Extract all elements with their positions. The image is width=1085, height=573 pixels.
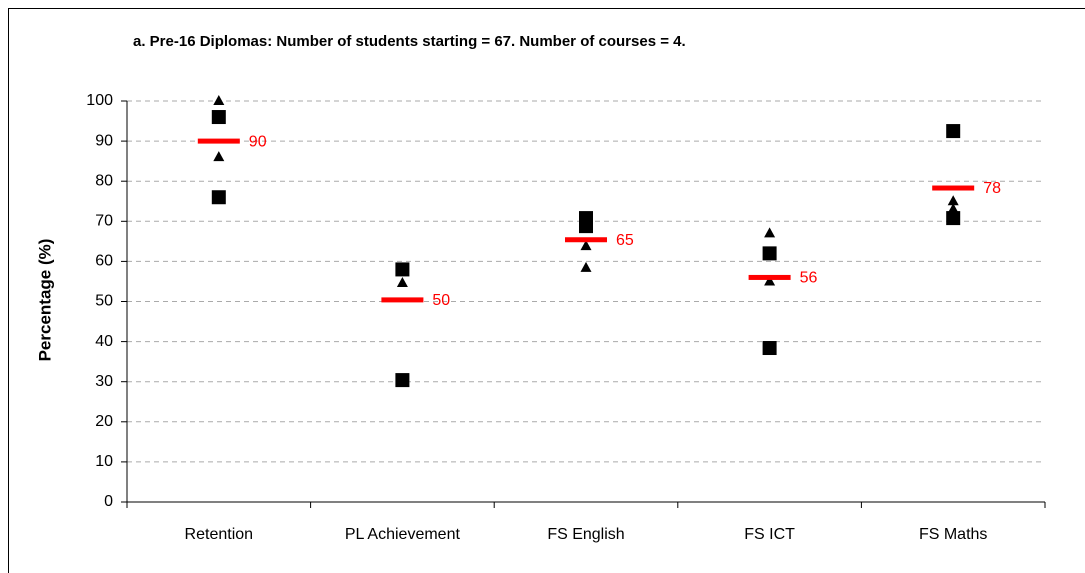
- y-tick-label: 0: [104, 493, 113, 510]
- y-tick-label: 40: [95, 333, 113, 350]
- square-marker: [762, 341, 777, 356]
- mean-bar: [565, 237, 607, 243]
- square-marker: [211, 190, 226, 205]
- y-tick-label: 90: [95, 132, 113, 149]
- triangle-marker: [764, 275, 776, 286]
- x-tick-label: PL Achievement: [345, 526, 461, 543]
- square-marker: [946, 124, 961, 139]
- data-label: 50: [432, 292, 450, 309]
- y-tick-label: 100: [86, 92, 113, 109]
- y-tick-label: 70: [95, 213, 113, 230]
- x-tick-label: FS Maths: [919, 526, 987, 543]
- triangle-marker: [764, 227, 776, 238]
- triangle-marker: [396, 277, 408, 288]
- chart-title: a. Pre-16 Diplomas: Number of students s…: [133, 33, 686, 50]
- square-marker: [579, 219, 593, 234]
- triangle-marker: [947, 203, 959, 214]
- mean-bar: [381, 297, 424, 303]
- x-tick-label: FS English: [547, 526, 624, 543]
- square-marker: [762, 246, 777, 261]
- y-axis-label: Percentage (%): [35, 239, 54, 362]
- frame: [8, 8, 1085, 573]
- y-tick-label: 10: [95, 453, 113, 470]
- triangle-marker: [213, 95, 225, 105]
- square-marker: [395, 262, 410, 277]
- y-tick-label: 30: [95, 373, 113, 390]
- y-tick-label: 20: [95, 413, 113, 430]
- data-label: 65: [616, 232, 634, 249]
- triangle-marker: [213, 151, 225, 162]
- square-marker: [395, 373, 410, 388]
- data-label: 90: [249, 133, 267, 150]
- x-tick-label: FS ICT: [744, 526, 795, 543]
- triangle-marker: [580, 261, 592, 272]
- square-marker: [211, 110, 226, 125]
- data-label: 56: [800, 270, 818, 287]
- mean-bar: [932, 185, 975, 191]
- y-tick-label: 60: [95, 253, 113, 270]
- data-label: 78: [983, 180, 1001, 197]
- mean-bar: [748, 274, 791, 280]
- x-tick-label: Retention: [185, 526, 254, 543]
- y-tick-label: 50: [95, 293, 113, 310]
- mean-bar: [197, 138, 240, 144]
- square-marker: [946, 211, 961, 226]
- y-tick-label: 80: [95, 172, 113, 189]
- triangle-marker: [580, 240, 592, 251]
- triangle-marker: [947, 195, 959, 206]
